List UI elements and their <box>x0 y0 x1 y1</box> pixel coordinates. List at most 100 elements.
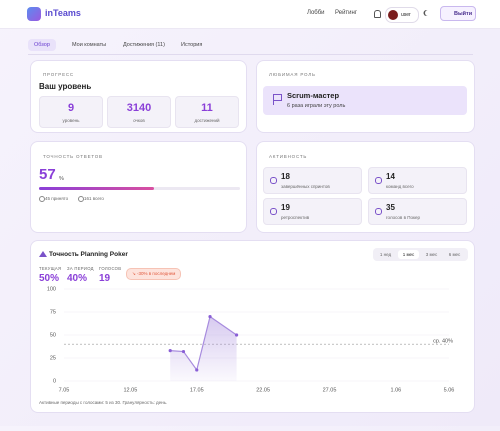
chart-footer: Активные периоды с голосами: 5 из 30. Гр… <box>39 400 168 405</box>
point <box>181 349 186 354</box>
poker-card: Точность Planning Poker 1 нед 1 мес 3 мес 6… <box>30 240 475 413</box>
icon <box>39 196 45 202</box>
y-tick-label: 0 <box>53 378 56 384</box>
stat-box: 9 уровень <box>39 96 103 128</box>
activity-label: ретроспектив <box>281 215 310 220</box>
progress-card: ПРОГРЕСС Ваш уровень 9 уровень 3140 очков 11… <box>30 60 247 133</box>
nav-link[interactable]: Лобби <box>307 10 325 16</box>
title-icon <box>39 251 47 257</box>
x-tick-label: 17.05 <box>190 387 204 393</box>
accuracy-value: 57 <box>39 166 56 183</box>
kpi-label: ТЕКУЩАЯ <box>39 266 62 271</box>
tab[interactable]: Обзор <box>28 39 56 51</box>
activity-box: 19 ретроспектив <box>263 198 362 225</box>
activity-icon <box>270 177 277 184</box>
period-button[interactable]: 1 мес <box>398 250 419 259</box>
y-tick-label: 50 <box>50 332 56 338</box>
activity-value: 35 <box>386 203 395 212</box>
x-tick-label: 7.05 <box>59 387 70 393</box>
period-button[interactable]: 6 мес <box>448 252 461 257</box>
activity-icon <box>270 208 277 215</box>
chart-title: Точность Planning Poker <box>49 251 128 258</box>
x-tick-label: 22.05 <box>256 387 270 393</box>
logout-text: Выйти <box>454 11 473 17</box>
card-title: Ваш уровень <box>39 82 92 91</box>
accuracy-card: ТОЧНОСТЬ ОТВЕТОВ 57 % 45 принято 161 все… <box>30 141 247 233</box>
logout-button[interactable]: Выйти <box>440 6 476 21</box>
y-tick-label: 75 <box>50 309 56 315</box>
card-label: АКТИВНОСТЬ <box>269 154 308 159</box>
total: 161 всего <box>84 196 104 201</box>
card-label: ЛЮБИМАЯ РОЛЬ <box>269 72 316 77</box>
flag-icon <box>274 94 282 101</box>
logo-icon <box>27 7 41 21</box>
user-chip[interactable]: user <box>385 7 419 23</box>
activity-label: голосов в Покер <box>386 215 420 220</box>
tabs: Обзор Мои комнаты Достижения (11) История <box>28 37 473 55</box>
y-tick-label: 100 <box>47 286 56 292</box>
activity-value: 14 <box>386 172 395 181</box>
bell-icon[interactable] <box>374 10 381 18</box>
accepted: 45 принято <box>45 196 69 201</box>
kpi-value: 40% <box>67 273 88 284</box>
stat-label: очков <box>133 118 145 123</box>
y-tick-label: 25 <box>50 355 56 361</box>
activity-value: 19 <box>281 203 290 212</box>
activity-label: завершённых спринтов <box>281 184 330 189</box>
x-tick-label: 27.05 <box>323 387 337 393</box>
logo: inTeams <box>45 8 81 18</box>
stat-value: 3140 <box>126 102 152 114</box>
activity-icon <box>375 208 382 215</box>
activity-box: 14 команд всего <box>368 167 467 194</box>
role-card: ЛЮБИМАЯ РОЛЬ Scrum-мастер 6 раза играли … <box>256 60 475 133</box>
period-button[interactable]: 3 мес <box>425 252 438 257</box>
activity-card: АКТИВНОСТЬ 18 завершённых спринтов 14 коман… <box>256 141 475 233</box>
theme-icon[interactable] <box>425 10 431 16</box>
tab[interactable]: Достижения (11) <box>123 42 165 48</box>
stat-box: 3140 очков <box>107 96 171 128</box>
activity-box: 35 голосов в Покер <box>368 198 467 225</box>
x-tick-label: 5.06 <box>444 387 455 393</box>
stat-value: 9 <box>67 102 75 114</box>
role-note: 6 раза играли эту роль <box>287 103 346 109</box>
period-switch: 1 нед 1 мес 3 мес 6 мес <box>373 248 468 261</box>
progress-track <box>39 187 240 190</box>
stat-value: 11 <box>201 102 213 114</box>
point <box>168 349 172 353</box>
avatar <box>388 10 398 20</box>
activity-icon <box>375 177 382 184</box>
activity-label: команд всего <box>386 184 414 189</box>
card-label: ПРОГРЕСС <box>43 72 74 77</box>
header: inTeams Лобби Рейтинг user Выйти <box>0 0 500 29</box>
user-name: user <box>401 12 411 18</box>
progress-fill <box>39 187 154 190</box>
x-tick-label: 1.06 <box>391 387 402 393</box>
kpi-label: ГОЛОСОВ <box>99 266 122 271</box>
kpi-label: ЗА ПЕРИОД <box>67 266 94 271</box>
stat-box: 11 достижений <box>175 96 239 128</box>
kpi-value: 50% <box>39 273 60 284</box>
x-tick-label: 12.05 <box>123 387 137 393</box>
area <box>170 316 237 381</box>
tab[interactable]: История <box>181 42 203 48</box>
role-box: Scrum-мастер 6 раза играли эту роль <box>263 86 467 115</box>
trend-badge: ↘ -30% в последнем <box>126 268 182 280</box>
stat-label: уровень <box>62 118 80 123</box>
icon <box>78 196 84 202</box>
activity-value: 18 <box>281 172 290 181</box>
kpi-value: 19 <box>99 273 111 284</box>
point <box>195 368 199 372</box>
activity-box: 18 завершённых спринтов <box>263 167 362 194</box>
point <box>234 333 239 337</box>
reference-label: ср. 40% <box>433 339 453 345</box>
nav-link[interactable]: Рейтинг <box>335 10 358 16</box>
flag-icon <box>273 94 274 105</box>
point <box>208 315 212 319</box>
role-name: Scrum-мастер <box>287 91 340 100</box>
accuracy-unit: % <box>59 176 64 182</box>
chart: 0 25 50 75 100 7.05 12.05 17.05 22.05 27.05 1.06 5.… <box>47 286 455 393</box>
tab[interactable]: Мои комнаты <box>72 42 107 48</box>
period-button[interactable]: 1 нед <box>379 252 392 257</box>
card-label: ТОЧНОСТЬ ОТВЕТОВ <box>43 154 103 159</box>
